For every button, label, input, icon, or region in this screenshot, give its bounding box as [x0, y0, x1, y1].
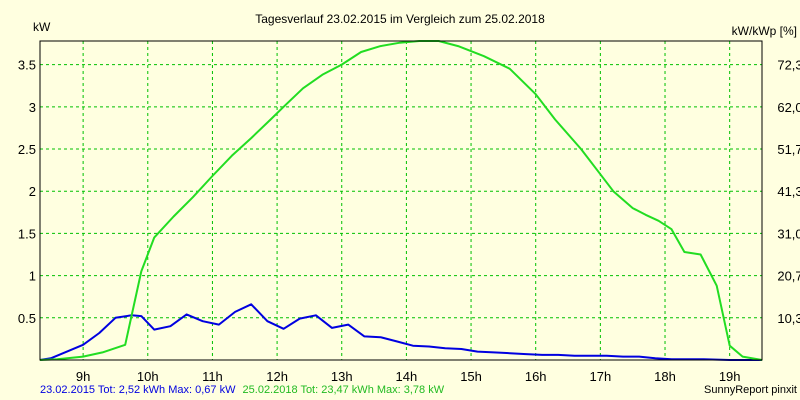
y-right-tick-label: 41,3 [777, 184, 800, 199]
x-tick-label: 14h [396, 369, 418, 384]
y-tick-label: 2 [29, 184, 36, 199]
x-tick-label: 11h [202, 369, 223, 384]
tick-labels: 0.5 10,3 1 20,7 1.5 31,0 2 41,3 2.5 51,7 3 62,0 3.5 7… [18, 58, 800, 384]
y-right-tick-label: 72,3 [777, 58, 800, 73]
y-right-tick-label: 62,0 [777, 100, 800, 115]
y-tick-label: 0.5 [18, 311, 36, 326]
series-line-2015 [39, 303, 762, 361]
chart-title: Tagesverlauf 23.02.2015 im Vergleich zum… [255, 12, 545, 26]
footer: 23.02.2015 Tot: 2,52 kWh Max: 0,67 kW 25… [40, 384, 797, 396]
y-right-tick-label: 20,7 [777, 269, 800, 284]
y-right-tick-label: 10,3 [777, 311, 800, 326]
x-tick-label: 16h [525, 369, 547, 384]
y-tick-label: 1 [29, 269, 36, 284]
y-axis-label-left: kW [33, 20, 51, 34]
y-tick-label: 2.5 [18, 142, 36, 157]
x-tick-label: 9h [76, 369, 90, 384]
footer-2015-stats: 23.02.2015 Tot: 2,52 kWh Max: 0,67 kW [40, 384, 236, 396]
y-tick-label: 1.5 [18, 226, 36, 241]
x-tick-label: 12h [266, 369, 288, 384]
footer-credit: SunnyReport pinxit [704, 384, 797, 396]
series-line-2018 [39, 40, 763, 361]
x-tick-label: 13h [331, 369, 353, 384]
x-tick-label: 18h [654, 369, 676, 384]
x-tick-label: 15h [460, 369, 482, 384]
y-right-tick-label: 31,0 [777, 226, 800, 241]
plot-frame [39, 40, 763, 361]
series-lines [39, 40, 763, 361]
x-tick-label: 10h [137, 369, 159, 384]
y-right-tick-label: 51,7 [777, 142, 800, 157]
y-tick-label: 3 [29, 100, 36, 115]
y-axis-label-right: kW/kWp [%] [732, 24, 797, 38]
svg-text:23.02.2015 Tot: 2,52 kWh Max:: 23.02.2015 Tot: 2,52 kWh Max: 0,67 kW 25… [40, 384, 445, 396]
grid [40, 41, 762, 360]
x-tick-label: 19h [719, 369, 741, 384]
y-tick-label: 3.5 [18, 58, 36, 73]
x-tick-label: 17h [590, 369, 612, 384]
footer-2018-stats: 25.02.2018 Tot: 23,47 kWh Max: 3,78 kW [243, 384, 445, 396]
